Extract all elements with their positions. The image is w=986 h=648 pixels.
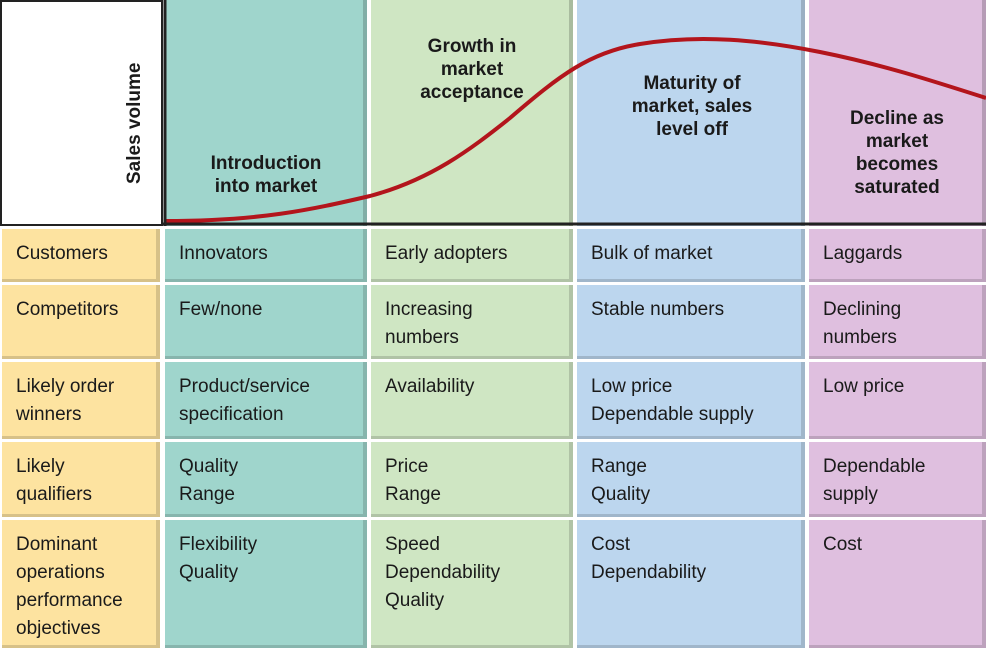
stage-header-growth: [371, 0, 573, 226]
table-cell-text: Product/service specification: [179, 376, 310, 425]
row-label: Likely order winners: [16, 376, 115, 425]
table-cell-text: Bulk of market: [591, 243, 713, 264]
table-cell-text: Dependable supply: [823, 456, 926, 505]
row-label: Likely qualifiers: [16, 456, 93, 505]
row-label-cell: [2, 362, 160, 439]
table-cell-text: Innovators: [179, 243, 268, 264]
row-label-cell: [2, 229, 160, 282]
row-label: Customers: [16, 243, 108, 264]
table-cell-introduction: [165, 520, 367, 648]
table-cell-growth: [371, 229, 573, 282]
table-cell-text: Quality Range: [179, 456, 239, 505]
table-cell-growth: [371, 520, 573, 648]
table-cell-text: Increasing numbers: [385, 299, 473, 348]
table-cell-growth: [371, 285, 573, 359]
axis-label-cell: [0, 0, 163, 226]
row-label-cell: [2, 442, 160, 517]
table-cell-decline: [809, 362, 986, 439]
stage-title-decline: Decline as market becomes saturated: [850, 108, 944, 198]
table-cell-text: Cost Dependability: [591, 534, 707, 583]
row-label: Dominant operations performance objectiv…: [16, 534, 123, 639]
table-cell-decline: [809, 520, 986, 648]
table-cell-text: Range Quality: [591, 456, 651, 505]
table-cell-maturity: [577, 520, 805, 648]
table-cell-introduction: [165, 362, 367, 439]
row-label-cell: [2, 285, 160, 359]
table-cell-decline: [809, 229, 986, 282]
table-cell-growth: [371, 442, 573, 517]
table-cell-text: Stable numbers: [591, 299, 725, 320]
y-axis-label: Sales volume: [124, 62, 145, 184]
table-cell-maturity: [577, 229, 805, 282]
table-cell-decline: [809, 442, 986, 517]
stage-title-growth: Growth in market acceptance: [420, 36, 524, 103]
table-cell-introduction: [165, 229, 367, 282]
table-cell-text: Low price Dependable supply: [591, 376, 754, 425]
stage-title-introduction: Introduction into market: [210, 153, 322, 197]
table-cell-maturity: [577, 285, 805, 359]
table-cell-introduction: [165, 285, 367, 359]
table-cell-maturity: [577, 362, 805, 439]
table-cell-text: Price Range: [385, 456, 441, 505]
table-cell-text: Flexibility Quality: [179, 534, 258, 583]
table-cell-maturity: [577, 442, 805, 517]
row-label-cell: [2, 520, 160, 648]
table-cell-text: Declining numbers: [823, 299, 902, 348]
table-cell-text: Early adopters: [385, 243, 508, 264]
row-label: Competitors: [16, 299, 119, 320]
table-cell-text: Few/none: [179, 299, 263, 320]
table-cell-introduction: [165, 442, 367, 517]
table-cell-growth: [371, 362, 573, 439]
stage-title-maturity: Maturity of market, sales level off: [631, 73, 753, 140]
table-cell-text: Availability: [385, 376, 475, 397]
table-cell-text: Low price: [823, 376, 905, 397]
table-cell-decline: [809, 285, 986, 359]
table-cell-text: Speed Dependability Quality: [385, 534, 501, 611]
table-cell-text: Laggards: [823, 243, 903, 264]
table-cell-text: Cost: [823, 534, 863, 555]
